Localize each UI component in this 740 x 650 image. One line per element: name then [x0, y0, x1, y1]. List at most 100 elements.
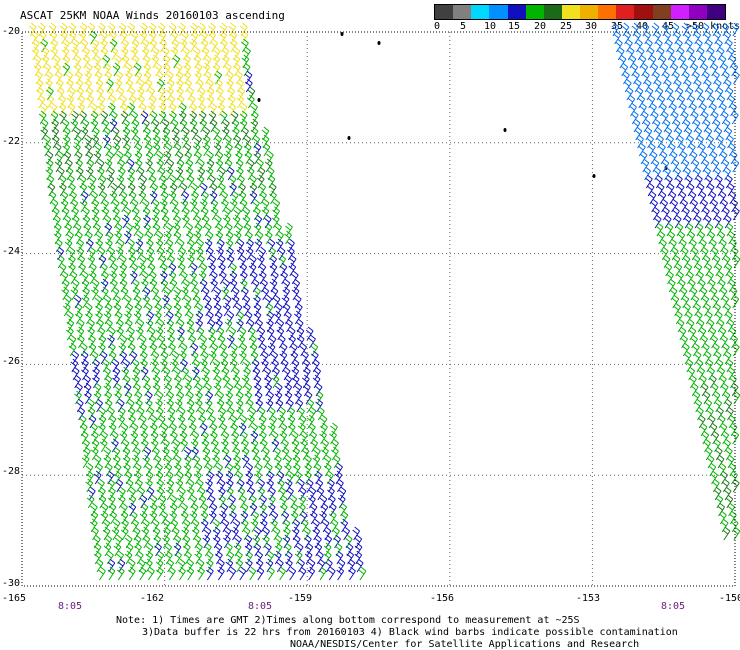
- wind-barb: [152, 366, 161, 381]
- wind-barb: [96, 86, 104, 101]
- wind-barb: [49, 102, 58, 117]
- wind-barb: [210, 342, 219, 357]
- wind-barb: [268, 182, 277, 197]
- wind-barb: [272, 206, 280, 221]
- wind-barb: [199, 262, 208, 277]
- wind-barb: [132, 222, 141, 237]
- wind-barb: [179, 182, 188, 197]
- wind-barb: [235, 406, 244, 421]
- wind-barb: [129, 94, 137, 109]
- wind-barb: [233, 230, 242, 245]
- wind-barb: [182, 278, 191, 293]
- wind-barb: [189, 510, 198, 525]
- wind-barb: [89, 262, 97, 277]
- wind-barb: [194, 134, 202, 149]
- wind-barb: [175, 78, 184, 93]
- wind-barb: [225, 382, 234, 397]
- wind-barb: [197, 166, 206, 181]
- wind-barb: [133, 214, 141, 229]
- wind-barb: [101, 206, 110, 221]
- wind-barb: [178, 246, 187, 261]
- lat-label-28s: -28: [1, 466, 20, 477]
- wind-barb: [184, 374, 193, 389]
- wind-barb: [38, 110, 47, 125]
- wind-barb: [91, 214, 100, 229]
- wind-barb: [136, 230, 144, 245]
- wind-barb: [81, 294, 90, 309]
- wind-barb: [294, 470, 303, 485]
- wind-barb: [101, 198, 110, 213]
- wind-barb: [282, 286, 291, 301]
- wind-barb: [200, 30, 208, 45]
- wind-barb: [190, 278, 198, 293]
- wind-barb: [167, 254, 176, 269]
- wind-barb: [217, 254, 226, 269]
- wind-barb: [75, 310, 83, 325]
- wind-barb: [222, 278, 231, 293]
- wind-barb: [273, 310, 282, 325]
- lat-label-30s: -30: [1, 578, 20, 589]
- wind-barb: [200, 510, 209, 525]
- wind-barb: [160, 262, 168, 277]
- wind-barb: [196, 558, 205, 573]
- wind-barb: [151, 54, 160, 69]
- wind-barb: [62, 38, 70, 53]
- wind-barb: [241, 286, 249, 301]
- wind-barb: [176, 390, 185, 405]
- wind-barb: [193, 54, 202, 69]
- wind-barb: [103, 294, 112, 309]
- wind-barb: [286, 486, 294, 501]
- wind-barb: [109, 110, 118, 125]
- wind-barb: [274, 382, 283, 397]
- wind-barb: [146, 486, 155, 501]
- wind-barb: [358, 566, 367, 581]
- wind-barb: [61, 118, 70, 133]
- wind-barb: [276, 470, 285, 485]
- wind-barb: [136, 86, 145, 101]
- wind-barb: [157, 86, 166, 101]
- wind-barb: [140, 22, 148, 37]
- wind-barb: [267, 342, 276, 357]
- wind-barb: [284, 390, 293, 405]
- wind-barb: [110, 182, 119, 197]
- wind-barb: [164, 454, 172, 469]
- wind-barb: [76, 86, 85, 101]
- wind-barb: [232, 126, 240, 141]
- wind-barb: [104, 374, 113, 389]
- wind-barb: [202, 534, 211, 549]
- wind-barb: [112, 446, 121, 461]
- wind-barb: [50, 38, 59, 53]
- wind-barb: [177, 262, 186, 277]
- wind-barb: [245, 246, 254, 261]
- wind-barb: [140, 366, 149, 381]
- legend-swatch-7: [561, 5, 580, 19]
- wind-barb: [184, 550, 192, 565]
- island-marker: [257, 98, 261, 102]
- wind-barb: [214, 374, 222, 389]
- wind-barb: [249, 502, 258, 517]
- wind-barb: [266, 550, 275, 565]
- wind-barb: [306, 414, 315, 429]
- wind-barb: [203, 54, 212, 69]
- wind-barb: [79, 198, 88, 213]
- wind-barb: [671, 22, 680, 37]
- wind-barb: [236, 318, 244, 333]
- wind-barb: [208, 334, 217, 349]
- legend-swatch-2: [471, 5, 490, 19]
- wind-barb: [173, 302, 182, 317]
- wind-barb: [259, 494, 267, 509]
- wind-barb: [240, 502, 249, 517]
- wind-barb: [290, 350, 299, 365]
- wind-barb: [85, 310, 93, 325]
- wind-barb: [140, 422, 148, 437]
- wind-barb: [212, 454, 220, 469]
- wind-barb: [202, 62, 211, 77]
- wind-barb: [238, 182, 246, 197]
- wind-barb: [140, 350, 148, 365]
- wind-barb: [138, 262, 146, 277]
- wind-barb: [241, 454, 250, 469]
- wind-barb: [95, 302, 103, 317]
- wind-barb: [282, 302, 291, 317]
- wind-barb: [236, 310, 245, 325]
- wind-barb: [121, 38, 130, 53]
